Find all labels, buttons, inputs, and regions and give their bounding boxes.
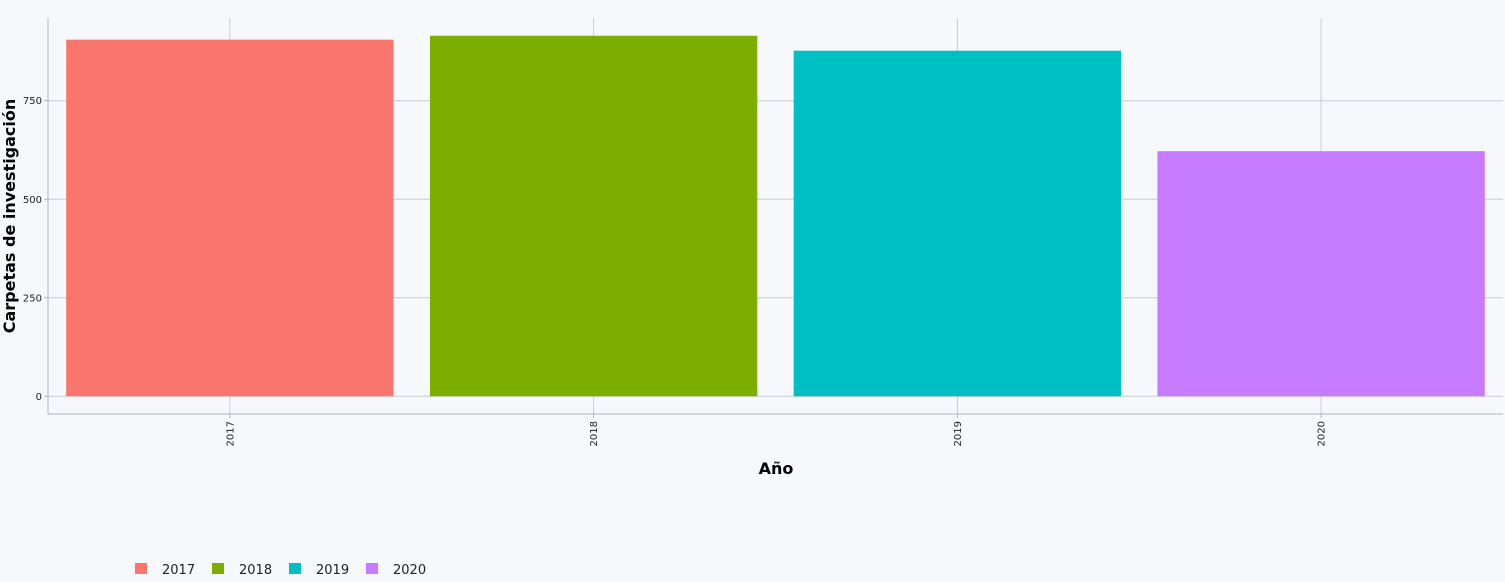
y-tick-label: 0: [36, 392, 42, 403]
axis-layer: 0 250 500 750 2017 2018 2019 2020: [23, 18, 1503, 446]
bar-layer: [66, 35, 1485, 397]
x-axis-title: Año: [759, 459, 794, 478]
legend-item-2019: 2019: [289, 563, 349, 578]
bar-2017: [66, 39, 394, 397]
x-tick-label: 2018: [589, 421, 600, 446]
x-tick-label: 2020: [1317, 421, 1328, 446]
legend-swatch: [212, 563, 224, 574]
legend-swatch: [289, 563, 301, 574]
bar-2020: [1157, 151, 1485, 397]
y-tick-label: 250: [23, 293, 42, 304]
legend-swatch: [135, 563, 147, 574]
y-axis-title: Carpetas de investigación: [0, 99, 19, 334]
bar-2018: [429, 35, 758, 397]
legend-swatch: [366, 563, 378, 574]
x-tick-label: 2019: [953, 421, 964, 446]
x-tick-label: 2017: [225, 421, 236, 446]
legend-label: 2020: [393, 563, 426, 578]
bar-2019: [793, 50, 1122, 397]
legend-label: 2018: [239, 563, 272, 578]
legend-label: 2019: [316, 563, 349, 578]
legend-item-2017: 2017: [135, 563, 195, 578]
legend: 2017 2018 2019 2020: [135, 563, 426, 578]
y-tick-label: 500: [23, 195, 42, 206]
legend-item-2020: 2020: [366, 563, 426, 578]
legend-label: 2017: [162, 563, 195, 578]
legend-item-2018: 2018: [212, 563, 272, 578]
y-tick-label: 750: [23, 96, 42, 107]
